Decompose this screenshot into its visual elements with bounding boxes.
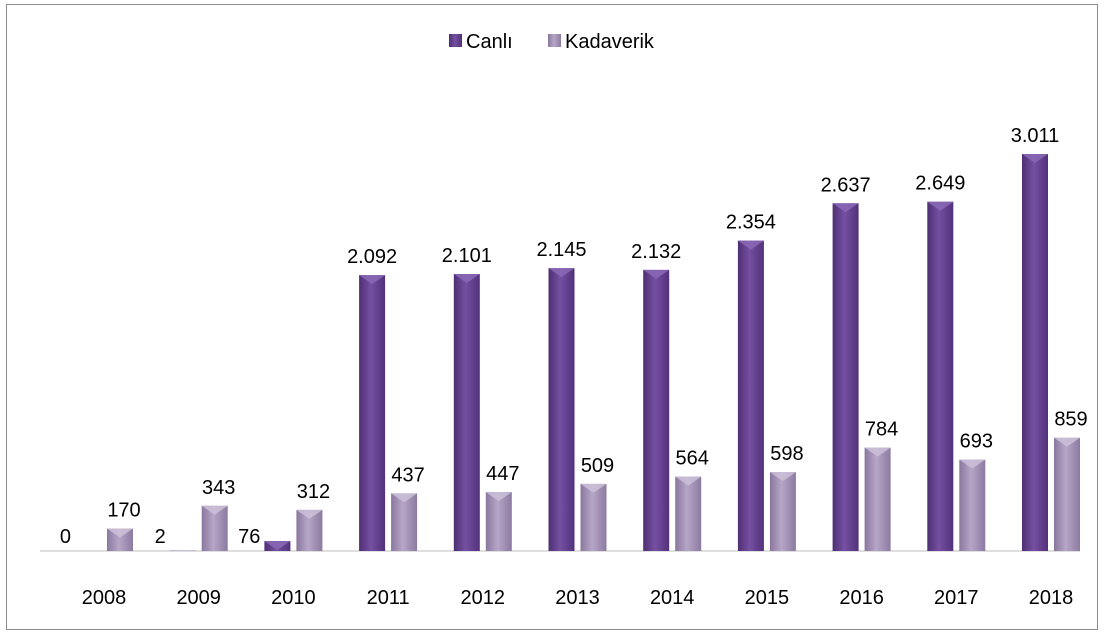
bar-cap-canli-2014 <box>643 269 670 279</box>
data-label-kadaverik-2010: 312 <box>297 481 330 503</box>
data-label-canli-2009: 2 <box>155 526 166 548</box>
data-label-kadaverik-2012: 447 <box>486 463 519 485</box>
bar-cap-kadaverik-2008 <box>107 528 133 538</box>
data-label-kadaverik-2014: 564 <box>676 448 709 470</box>
data-label-kadaverik-2008: 170 <box>107 500 140 522</box>
x-tick-2012: 2012 <box>461 587 506 609</box>
bar-kadaverik-2014 <box>675 476 702 551</box>
bar-canli-2016 <box>832 203 859 551</box>
x-tick-2013: 2013 <box>555 587 600 609</box>
bar-cap-kadaverik-2011 <box>391 493 418 503</box>
bar-kadaverik-2013 <box>580 483 607 551</box>
legend-label-canli: Canlı <box>466 31 513 53</box>
x-tick-2016: 2016 <box>839 587 884 609</box>
data-label-kadaverik-2009: 343 <box>202 477 235 499</box>
x-tick-2017: 2017 <box>934 587 979 609</box>
bar-cap-kadaverik-2018 <box>1054 437 1080 447</box>
bar-canli-2015 <box>737 240 764 551</box>
legend: Canlı Kadaverik <box>449 31 655 53</box>
bar-cap-canli-2013 <box>548 268 575 278</box>
bar-kadaverik-2016 <box>864 447 891 551</box>
x-tick-2011: 2011 <box>367 587 410 609</box>
bar-cap-canli-2017 <box>927 201 954 211</box>
data-label-canli-2013: 2.145 <box>536 239 586 261</box>
data-label-kadaverik-2011: 437 <box>391 464 424 486</box>
bar-cap-kadaverik-2009 <box>201 505 228 515</box>
bar-cap-canli-2010 <box>264 540 291 550</box>
data-label-canli-2008: 0 <box>60 526 71 548</box>
bar-canli-2017 <box>927 201 954 551</box>
bar-cap-kadaverik-2016 <box>864 447 891 457</box>
bar-kadaverik-2015 <box>769 472 796 551</box>
bar-cap-kadaverik-2015 <box>769 472 796 482</box>
bar-kadaverik-2012 <box>485 492 512 551</box>
bar-cap-canli-2016 <box>832 203 859 213</box>
data-label-canli-2016: 2.637 <box>821 174 871 196</box>
data-label-kadaverik-2017: 693 <box>960 431 993 453</box>
data-label-canli-2011: 2.092 <box>347 246 397 268</box>
bar-cap-canli-2012 <box>453 273 480 283</box>
bar-kadaverik-2011 <box>391 493 418 551</box>
x-tick-2014: 2014 <box>650 587 695 609</box>
x-tick-2018: 2018 <box>1029 587 1074 609</box>
bar-cap-kadaverik-2012 <box>485 492 512 502</box>
bar-cap-kadaverik-2013 <box>580 483 607 493</box>
bar-cap-canli-2018 <box>1022 154 1048 163</box>
bar-canli-2012 <box>453 273 480 551</box>
bar-canli-2013 <box>548 268 575 551</box>
x-tick-2010: 2010 <box>271 587 316 609</box>
bar-canli-2011 <box>359 275 386 551</box>
bar-canli-2018 <box>1022 154 1048 551</box>
bar-canli-2014 <box>643 269 670 551</box>
x-tick-2009: 2009 <box>176 587 221 609</box>
x-tick-2015: 2015 <box>745 587 790 609</box>
data-label-canli-2017: 2.649 <box>915 173 965 195</box>
bar-kadaverik-2018 <box>1054 437 1080 551</box>
data-label-canli-2014: 2.132 <box>631 241 681 263</box>
bar-cap-canli-2015 <box>737 240 764 250</box>
legend-label-kadaverik: Kadaverik <box>565 31 655 53</box>
x-tick-2008: 2008 <box>82 587 127 609</box>
bar-kadaverik-2008 <box>107 528 133 551</box>
bar-cap-kadaverik-2010 <box>296 509 323 519</box>
legend-swatch-kadaverik <box>548 34 561 47</box>
data-label-canli-2015: 2.354 <box>726 212 776 234</box>
bar-cap-kadaverik-2014 <box>675 476 702 486</box>
data-label-canli-2010: 76 <box>238 526 260 548</box>
bar-kadaverik-2017 <box>959 459 986 551</box>
legend-swatch-canli <box>449 34 462 47</box>
data-label-canli-2012: 2.101 <box>442 245 492 267</box>
bar-cap-kadaverik-2017 <box>959 459 986 469</box>
bar-cap-canli-2011 <box>359 275 386 285</box>
data-label-kadaverik-2018: 859 <box>1054 409 1087 431</box>
data-label-kadaverik-2013: 509 <box>581 455 614 477</box>
data-label-canli-2018: 3.011 <box>1011 125 1060 147</box>
data-label-kadaverik-2015: 598 <box>770 443 803 465</box>
data-label-kadaverik-2016: 784 <box>865 419 898 441</box>
